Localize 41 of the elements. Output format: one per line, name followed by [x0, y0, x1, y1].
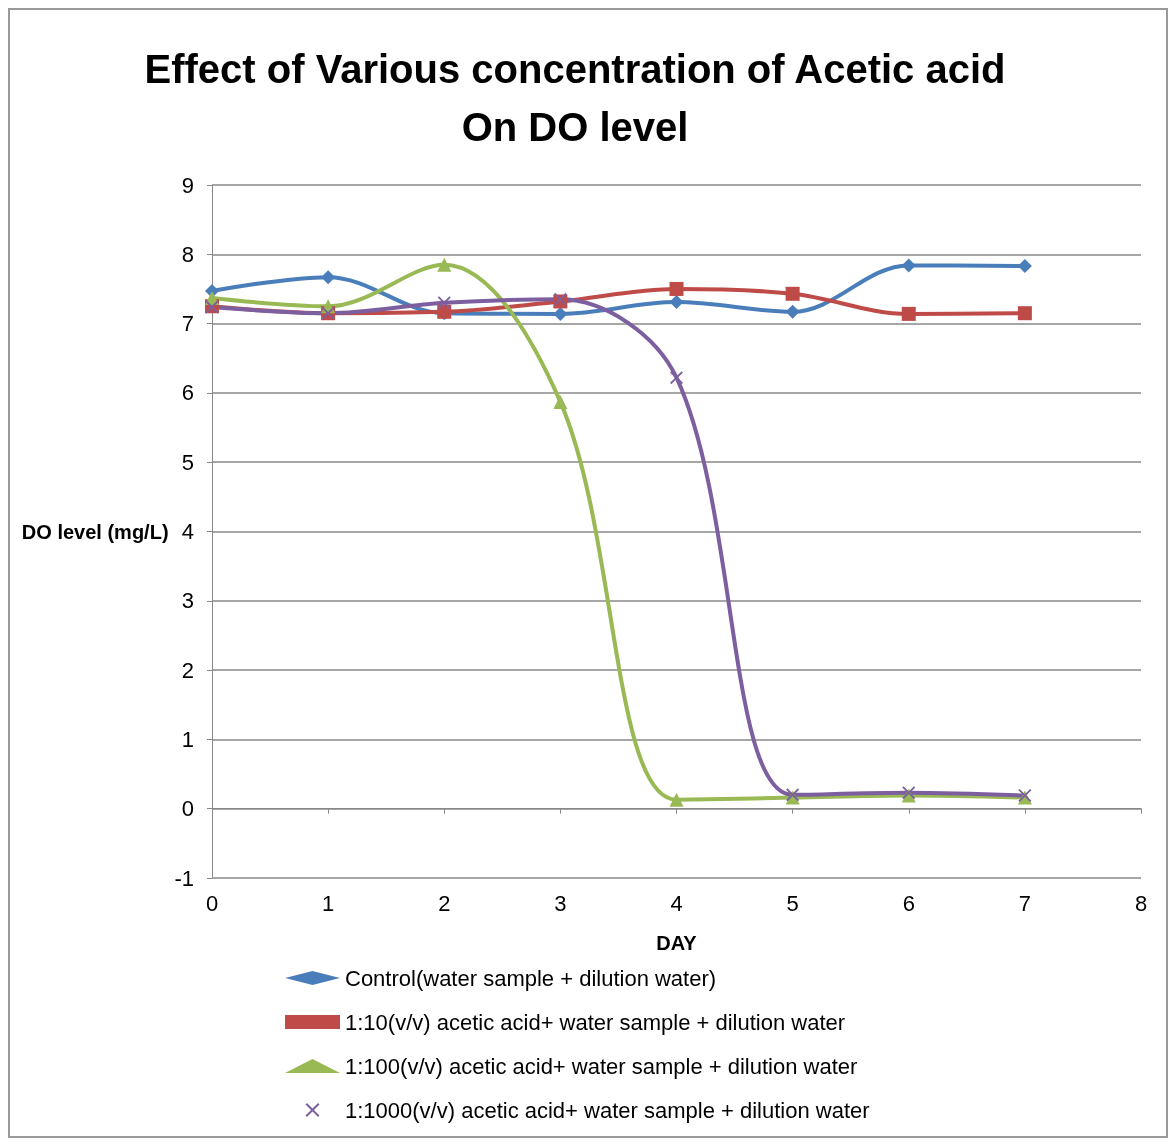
point: [785, 286, 800, 301]
x-tick-label: 6: [902, 890, 915, 916]
point: [901, 306, 916, 321]
y-tick-label: 1: [181, 726, 194, 752]
y-axis-title: DO level (mg/L): [21, 520, 169, 543]
y-tick-label: 7: [181, 311, 194, 337]
point: [437, 296, 451, 310]
y-tick-label: 2: [181, 657, 194, 683]
legend-label: 1:100(v/v) acetic acid+ water sample + dilution water: [345, 1053, 858, 1079]
x-tick-label: 4: [670, 890, 683, 916]
point: [901, 258, 916, 273]
x-tick-label: 3: [554, 890, 567, 916]
point: [785, 304, 800, 319]
point: [669, 281, 684, 296]
y-tick-label: 4: [181, 519, 194, 544]
x-axis-title: DAY: [656, 932, 698, 954]
x-tick-label: 5: [786, 890, 799, 916]
x-tick-label: 7: [1018, 890, 1031, 916]
x-tick-label: 0: [205, 890, 219, 916]
x-tick-label: 8: [1134, 890, 1148, 916]
legend-label: Control(water sample + dilution water): [345, 965, 717, 991]
point: [669, 792, 684, 807]
point: [1017, 306, 1032, 321]
y-tick-label: 0: [181, 796, 194, 822]
y-tick-label: 3: [181, 588, 194, 614]
y-tick-label: 9: [181, 172, 194, 198]
point: [670, 371, 683, 385]
point: [669, 295, 684, 310]
point: [437, 257, 452, 272]
y-tick-label: 6: [181, 380, 194, 406]
y-tick-label: 8: [181, 241, 194, 267]
y-tick-label: 5: [181, 449, 194, 475]
point: [553, 306, 568, 321]
point: [321, 270, 336, 285]
x-tick-label: 1: [322, 890, 335, 916]
chart-title: Effect of Various concentration of Acetic acid On DO level: [144, 47, 1006, 149]
legend-label: 1:1000(v/v) acetic acid+ water sample + dilution water: [345, 1097, 870, 1123]
x-tick-label: 2: [438, 890, 451, 916]
point: [553, 394, 568, 409]
y-tick-label: -1: [174, 865, 194, 891]
legend-label: 1:10(v/v) acetic acid+ water sample + dilution water: [345, 1009, 846, 1035]
